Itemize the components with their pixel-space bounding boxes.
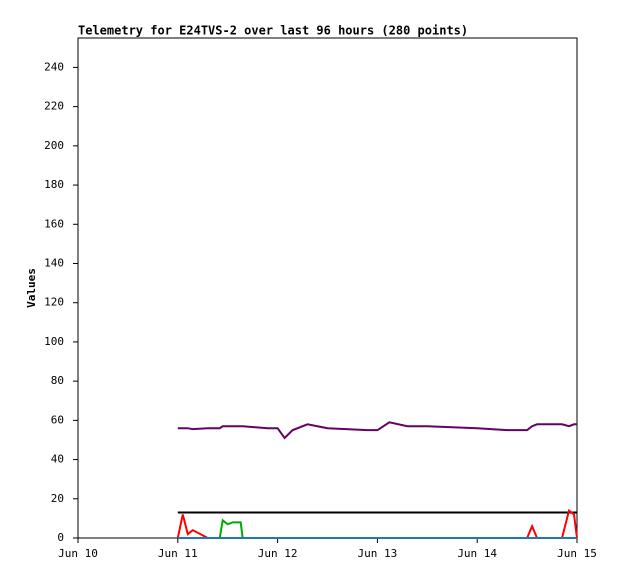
y-tick-label: 80 <box>51 374 64 387</box>
x-tick-label: Jun 14 <box>457 547 497 560</box>
series-line <box>177 421 577 440</box>
y-tick-label: 100 <box>44 335 64 348</box>
y-tick-label: 0 <box>57 531 64 544</box>
y-axis-label: Values <box>25 268 38 308</box>
y-tick-label: 60 <box>51 413 64 426</box>
y-tick-label: 220 <box>44 100 64 113</box>
x-tick-label: Jun 15 <box>557 547 597 560</box>
x-tick-label: Jun 10 <box>58 547 98 560</box>
y-tick-label: 160 <box>44 217 64 230</box>
y-tick-label: 20 <box>51 492 64 505</box>
series-line <box>218 518 244 539</box>
x-tick-label: Jun 11 <box>158 547 198 560</box>
x-tick-label: Jun 12 <box>258 547 298 560</box>
chart-title: Telemetry for E24TVS-2 over last 96 hour… <box>78 24 468 38</box>
y-tick-label: 180 <box>44 178 64 191</box>
y-tick-label: 40 <box>51 453 64 466</box>
y-tick-label: 140 <box>44 256 64 269</box>
y-tick-label: 120 <box>44 296 64 309</box>
x-tick-label: Jun 13 <box>358 547 398 560</box>
y-tick-label: 200 <box>44 139 64 152</box>
y-tick-label: 240 <box>44 60 64 73</box>
